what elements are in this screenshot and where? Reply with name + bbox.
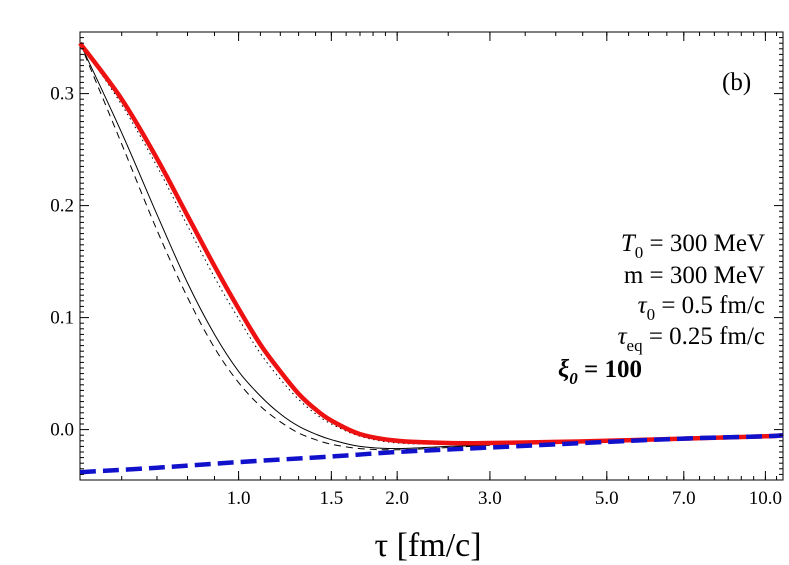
svg-text:τeq = 0.25 fm/c: τeq = 0.25 fm/c xyxy=(618,323,765,355)
ticks: 1.0 1.5 2.0 3.0 5.0 7.0 10.0 0.0 0.1 0.2 0.3 xyxy=(50,32,783,509)
svg-text:ξ0 = 100: ξ0 = 100 xyxy=(558,356,642,388)
annotation-tau0: τ0 = 0.5 fm/c xyxy=(638,292,765,324)
annotation-xi0: ξ0 = 100 xyxy=(558,356,642,388)
x-axis-label: τ [fm/c] xyxy=(374,527,481,564)
annotation-m: m = 300 MeV xyxy=(624,262,765,289)
series-line-dotted-thin xyxy=(79,42,490,445)
annotation-t0-value: = 300 MeV xyxy=(650,230,765,257)
series-line-solid-thick xyxy=(78,41,784,446)
annotation-t0: T0 = 300 MeV xyxy=(621,230,765,262)
x-tick-label: 1.0 xyxy=(227,488,251,509)
annotation-taueq: τeq = 0.25 fm/c xyxy=(618,323,765,355)
series-line-solid-thin xyxy=(79,42,490,450)
y-tick-label: 0.2 xyxy=(50,196,74,217)
y-tick-label: 0.3 xyxy=(50,84,74,105)
x-tick-label: 3.0 xyxy=(478,488,502,509)
annotation-taueq-value: = 0.25 fm/c xyxy=(649,323,765,350)
svg-text:T0 = 300 MeV: T0 = 300 MeV xyxy=(621,230,765,262)
svg-text:τ0 = 0.5 fm/c: τ0 = 0.5 fm/c xyxy=(638,292,765,324)
x-tick-label: 1.5 xyxy=(319,488,343,509)
y-tick-label: 0.1 xyxy=(50,308,74,329)
curves xyxy=(78,41,784,475)
y-tick-label: 0.0 xyxy=(50,420,74,441)
x-tick-label: 5.0 xyxy=(595,488,619,509)
x-tick-label: 7.0 xyxy=(672,488,696,509)
annotation-tau0-value: = 0.5 fm/c xyxy=(661,292,765,319)
x-tick-label: 2.0 xyxy=(385,488,409,509)
annotation-xi0-value: = 100 xyxy=(584,356,642,383)
series-line-dashed-thick xyxy=(79,432,784,475)
x-tick-label: 10.0 xyxy=(749,488,782,509)
series-line-dashed-thin xyxy=(79,43,490,451)
panel-label: (b) xyxy=(722,69,751,96)
